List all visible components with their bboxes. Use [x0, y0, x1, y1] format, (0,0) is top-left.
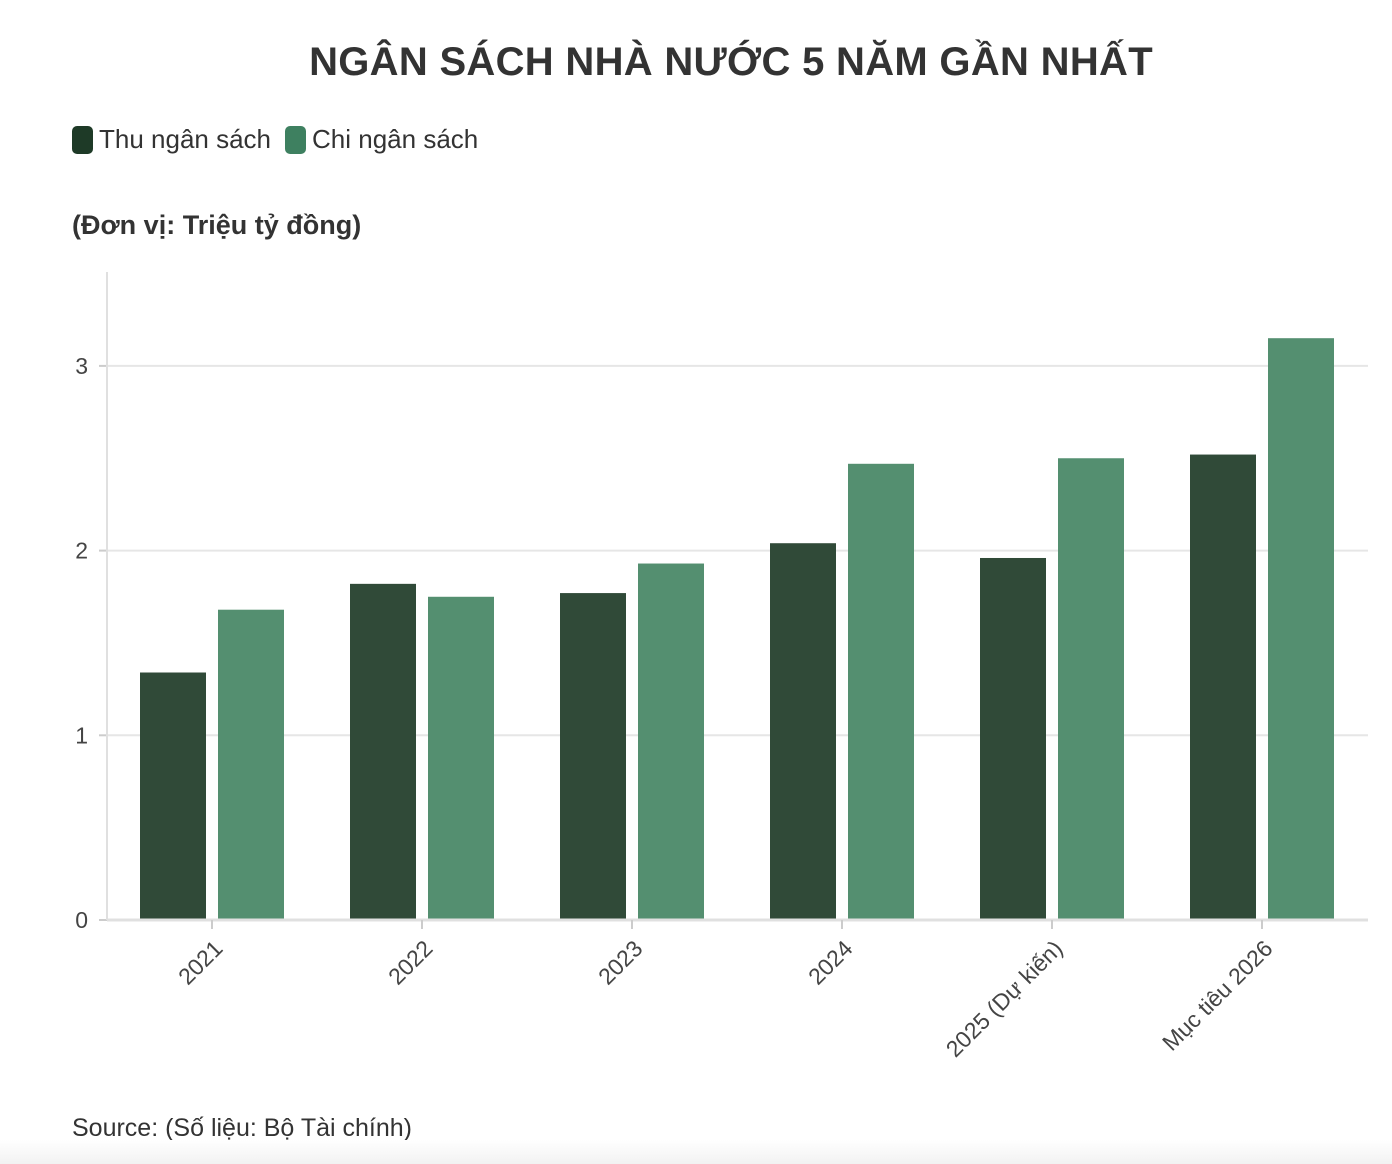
y-tick-label-2: 2 — [75, 538, 88, 564]
x-tick-label-2: 2023 — [593, 935, 648, 990]
x-tick-label-4: 2025 (Dự kiến) — [941, 935, 1068, 1062]
legend-label-expenditure: Chi ngân sách — [312, 124, 479, 154]
bottom-fade — [0, 1140, 1392, 1164]
legend-swatch-revenue — [72, 125, 93, 154]
bar-expenditure-1 — [428, 596, 494, 920]
bar-revenue-0 — [140, 672, 206, 920]
bar-revenue-1 — [350, 583, 416, 920]
legend-label-revenue: Thu ngân sách — [99, 124, 272, 154]
legend-item-expenditure[interactable]: Chi ngân sách — [285, 124, 478, 155]
y-tick-label-3: 3 — [75, 353, 88, 379]
bar-expenditure-3 — [848, 463, 914, 920]
y-tick-label-0: 0 — [75, 907, 88, 933]
bar-chart: 0 1 2 3 2021 2022 2023 2024 2025 (Dự kiến) Mục ti… — [75, 272, 1368, 1062]
x-tick-label-1: 2022 — [383, 935, 438, 990]
legend-item-revenue[interactable]: Thu ngân sách — [72, 124, 271, 155]
bar-expenditure-0 — [218, 609, 284, 920]
legend-swatch-expenditure — [285, 125, 307, 154]
x-tick-label-5: Mục tiêu 2026 — [1157, 935, 1278, 1056]
bar-expenditure-2 — [638, 563, 704, 920]
source-note: Source: (Số liệu: Bộ Tài chính) — [72, 1114, 412, 1142]
y-tick-label-1: 1 — [75, 722, 88, 748]
legend: Thu ngân sách Chi ngân sách — [72, 124, 492, 155]
bar-expenditure-4 — [1058, 458, 1124, 920]
bar-revenue-4 — [980, 557, 1046, 920]
bar-revenue-2 — [560, 593, 626, 920]
bar-revenue-5 — [1190, 454, 1256, 920]
chart-title: NGÂN SÁCH NHÀ NƯỚC 5 NĂM GẦN NHẤT — [309, 40, 1153, 84]
x-tick-label-0: 2021 — [173, 935, 228, 990]
x-tick-label-3: 2024 — [803, 935, 858, 990]
bar-revenue-3 — [770, 543, 836, 920]
bar-expenditure-5 — [1268, 338, 1334, 920]
unit-label: (Đơn vị: Triệu tỷ đồng) — [72, 210, 362, 240]
